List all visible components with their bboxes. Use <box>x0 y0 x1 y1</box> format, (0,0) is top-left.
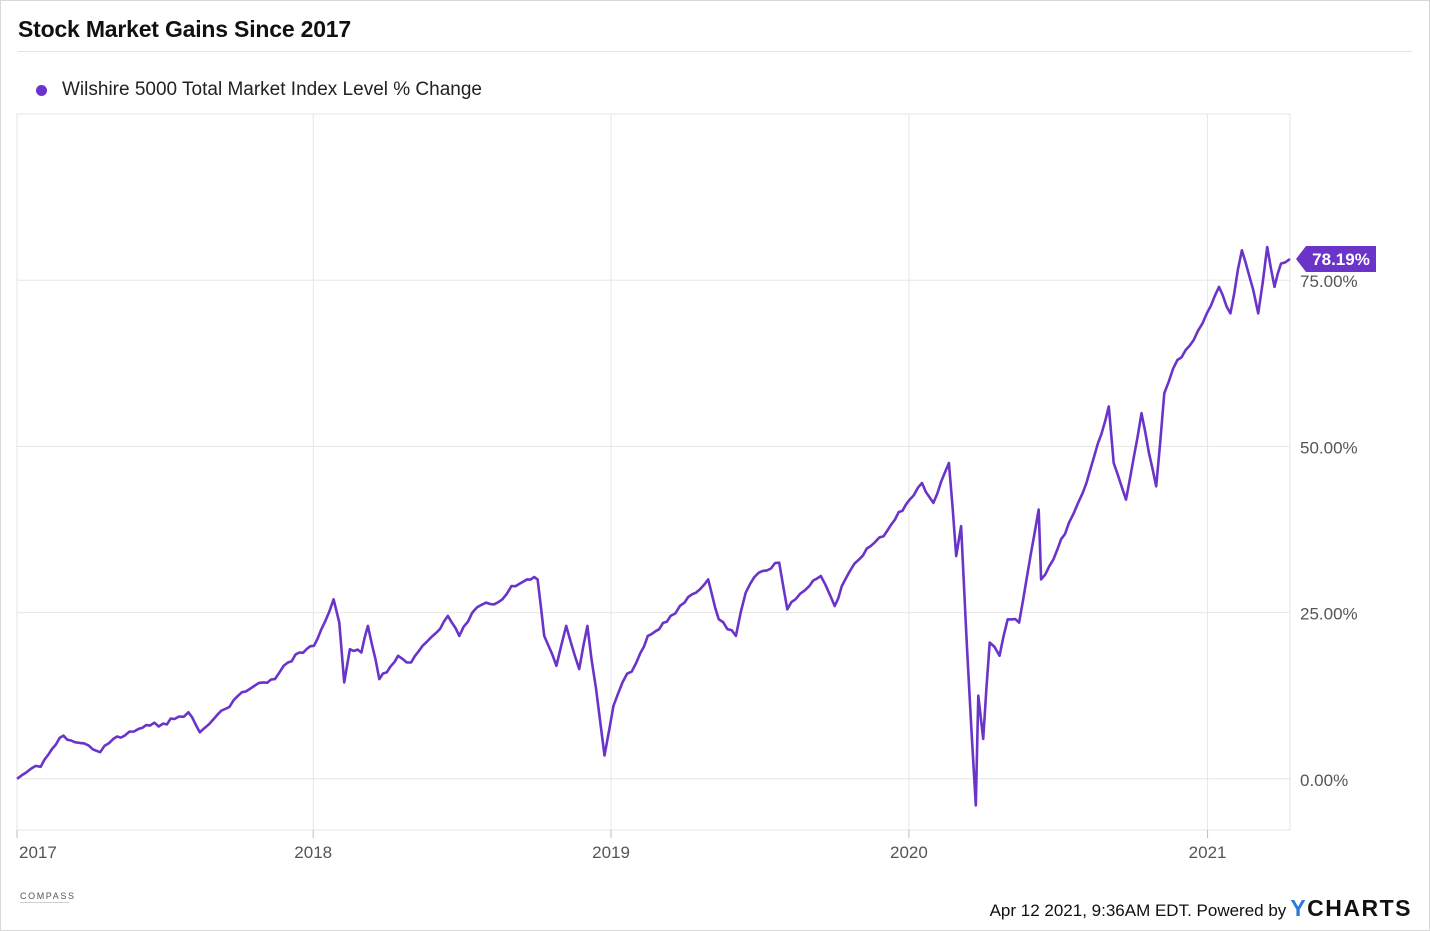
footer-timestamp: Apr 12 2021, 9:36AM EDT. Powered by <box>989 901 1287 920</box>
plot-area-border <box>16 113 1291 831</box>
compass-logo: COMPASS <box>20 891 76 901</box>
compass-logo-underline <box>20 902 69 903</box>
y-tick-label: 75.00% <box>1300 272 1358 291</box>
ycharts-logo[interactable]: YCHARTS <box>1290 895 1412 922</box>
chart-title: Stock Market Gains Since 2017 <box>18 16 351 42</box>
y-tick-label: 25.00% <box>1300 605 1358 624</box>
y-tick-label: 50.00% <box>1300 438 1358 457</box>
x-tick-label: 2020 <box>890 843 928 862</box>
last-value-label: 78.19% <box>1312 250 1370 269</box>
series-line[interactable] <box>16 245 1291 807</box>
x-tick-label: 2019 <box>592 843 630 862</box>
ycharts-logo-y: Y <box>1290 895 1308 921</box>
x-tick-label: 2021 <box>1189 843 1227 862</box>
legend-label: Wilshire 5000 Total Market Index Level %… <box>62 79 482 100</box>
series-layer <box>16 245 1291 807</box>
y-axis-ticks: 0.00% 25.00% 50.00% 75.00% <box>1300 272 1358 790</box>
title-divider <box>18 51 1412 52</box>
y-tick-label: 0.00% <box>1300 771 1348 790</box>
x-tick-label: 2017 <box>19 843 57 862</box>
x-tick-label: 2018 <box>294 843 332 862</box>
x-axis-ticks: 2017 2018 2019 2020 2021 <box>16 830 1227 862</box>
last-value-badge: 78.19% <box>1296 245 1376 272</box>
legend[interactable]: Wilshire 5000 Total Market Index Level %… <box>36 79 482 101</box>
legend-dot-icon <box>36 84 47 96</box>
grid-lines <box>16 113 1291 831</box>
ycharts-logo-rest: CHARTS <box>1307 895 1412 921</box>
footer: Apr 12 2021, 9:36AM EDT. Powered by YCHA… <box>990 895 1412 922</box>
last-value-badge-shape <box>1296 245 1376 272</box>
